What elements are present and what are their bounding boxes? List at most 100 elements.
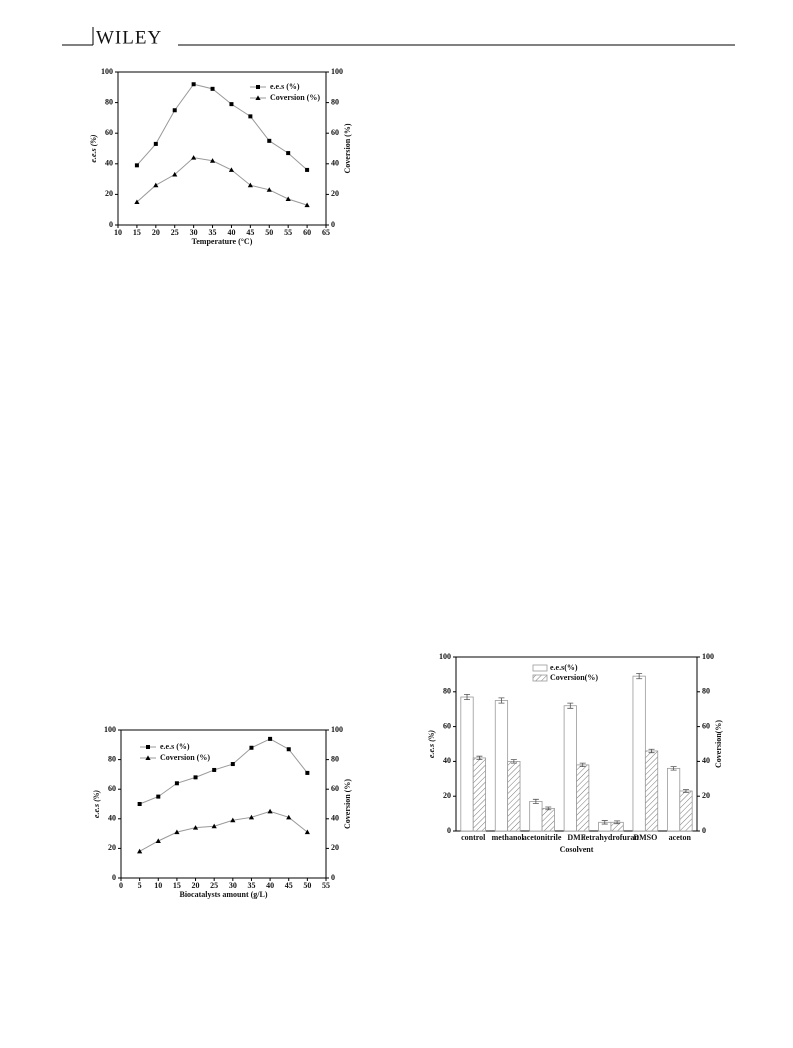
- bar: [644, 750, 659, 832]
- y-tick-label: 80: [105, 97, 113, 106]
- bar: [679, 790, 693, 832]
- data-point: [305, 167, 310, 172]
- y2-tick-label: 20: [331, 843, 339, 852]
- data-point: [209, 158, 216, 163]
- x-axis-label: Temperature (°C): [192, 237, 253, 246]
- error-bar: [648, 748, 655, 754]
- data-point: [193, 775, 198, 780]
- y2-tick-label: 0: [331, 873, 335, 882]
- legend-label: e.e.s(%): [550, 663, 578, 672]
- y2-axis-label: Coversion(%): [714, 720, 723, 768]
- x-axis-label: Cosolvent: [560, 845, 594, 854]
- x-tick-label: aceton: [669, 833, 692, 842]
- data-point: [247, 182, 253, 188]
- data-point: [211, 823, 217, 829]
- y2-tick-label: 0: [331, 220, 335, 229]
- x-tick-label: 20: [192, 881, 200, 890]
- data-point: [153, 182, 159, 188]
- data-point: [304, 202, 310, 208]
- x-tick-label: 15: [133, 228, 141, 237]
- data-point: [134, 163, 139, 168]
- x-tick-label: 50: [265, 228, 273, 237]
- data-point: [172, 108, 177, 113]
- error-bar: [532, 798, 539, 804]
- legend-swatch: [532, 674, 548, 682]
- y-tick-label: 60: [443, 721, 451, 730]
- legend-marker: [146, 745, 150, 749]
- y-tick-label: 100: [104, 725, 116, 734]
- y2-axis-label: Coversion (%): [343, 779, 352, 829]
- error-bar: [476, 755, 483, 761]
- legend-label: e.e.s (%): [160, 742, 190, 751]
- data-point: [174, 781, 179, 786]
- x-tick-label: 30: [190, 228, 198, 237]
- data-point: [248, 814, 255, 820]
- y-axis-label: e.e.s (%): [89, 134, 98, 163]
- data-point: [134, 199, 140, 205]
- data-point: [155, 838, 161, 843]
- data-point: [210, 86, 215, 91]
- y-tick-label: 0: [112, 873, 116, 882]
- y2-tick-label: 40: [702, 756, 710, 765]
- data-point: [192, 825, 199, 830]
- bar: [507, 761, 521, 832]
- legend-marker: [145, 755, 151, 760]
- y2-tick-label: 100: [702, 652, 714, 661]
- y-tick-label: 100: [101, 67, 113, 76]
- data-point: [153, 141, 158, 146]
- y2-tick-label: 80: [702, 687, 710, 696]
- data-point: [304, 829, 310, 835]
- data-point: [267, 808, 273, 814]
- data-point: [249, 745, 254, 750]
- y2-tick-label: 40: [331, 814, 339, 823]
- legend-label: e.e.s (%): [270, 82, 300, 91]
- x-tick-label: 5: [138, 881, 142, 890]
- data-point: [267, 138, 272, 143]
- plot-frame: [120, 729, 327, 879]
- legend-label: Coversion (%): [270, 93, 320, 102]
- y2-tick-label: 80: [331, 754, 339, 763]
- legend-swatch: [532, 664, 548, 672]
- bar: [632, 675, 646, 832]
- bar: [576, 764, 590, 832]
- y2-tick-label: 60: [331, 784, 339, 793]
- data-line: [139, 810, 308, 852]
- legend-label: Coversion(%): [550, 673, 598, 682]
- journal-logo: WILEY: [96, 27, 162, 48]
- x-tick-label: 25: [210, 881, 218, 890]
- x-tick-label: 15: [173, 881, 181, 890]
- x-tick-label: 0: [119, 881, 123, 890]
- y-tick-label: 0: [109, 220, 113, 229]
- data-point: [305, 770, 310, 775]
- bar: [529, 801, 543, 832]
- y-tick-label: 100: [439, 652, 451, 661]
- data-point: [156, 794, 161, 799]
- error-bar: [579, 762, 586, 768]
- legend-marker: [256, 85, 260, 89]
- error-bar: [464, 694, 471, 701]
- y-tick-label: 60: [105, 128, 113, 137]
- y-tick-label: 40: [105, 159, 113, 168]
- y-tick-label: 40: [443, 756, 451, 765]
- x-tick-label: 35: [247, 881, 255, 890]
- x-tick-label: tetrahydrofuran: [583, 833, 639, 842]
- y-tick-label: 20: [108, 843, 116, 852]
- data-line: [139, 738, 308, 805]
- x-tick-label: 65: [322, 228, 330, 237]
- y-tick-label: 80: [108, 754, 116, 763]
- bar: [460, 696, 474, 832]
- data-point: [229, 102, 234, 107]
- y-tick-label: 0: [447, 826, 451, 835]
- x-tick-label: 30: [229, 881, 237, 890]
- x-tick-label: 55: [284, 228, 292, 237]
- data-point: [286, 814, 292, 820]
- x-tick-label: 10: [154, 881, 162, 890]
- bar: [494, 700, 509, 832]
- bar: [472, 757, 487, 832]
- y2-tick-label: 60: [331, 128, 339, 137]
- error-bar: [601, 820, 608, 825]
- error-bar: [510, 759, 517, 764]
- x-axis-label: Biocatalysts amount (g/L): [180, 890, 268, 899]
- data-point: [230, 817, 236, 823]
